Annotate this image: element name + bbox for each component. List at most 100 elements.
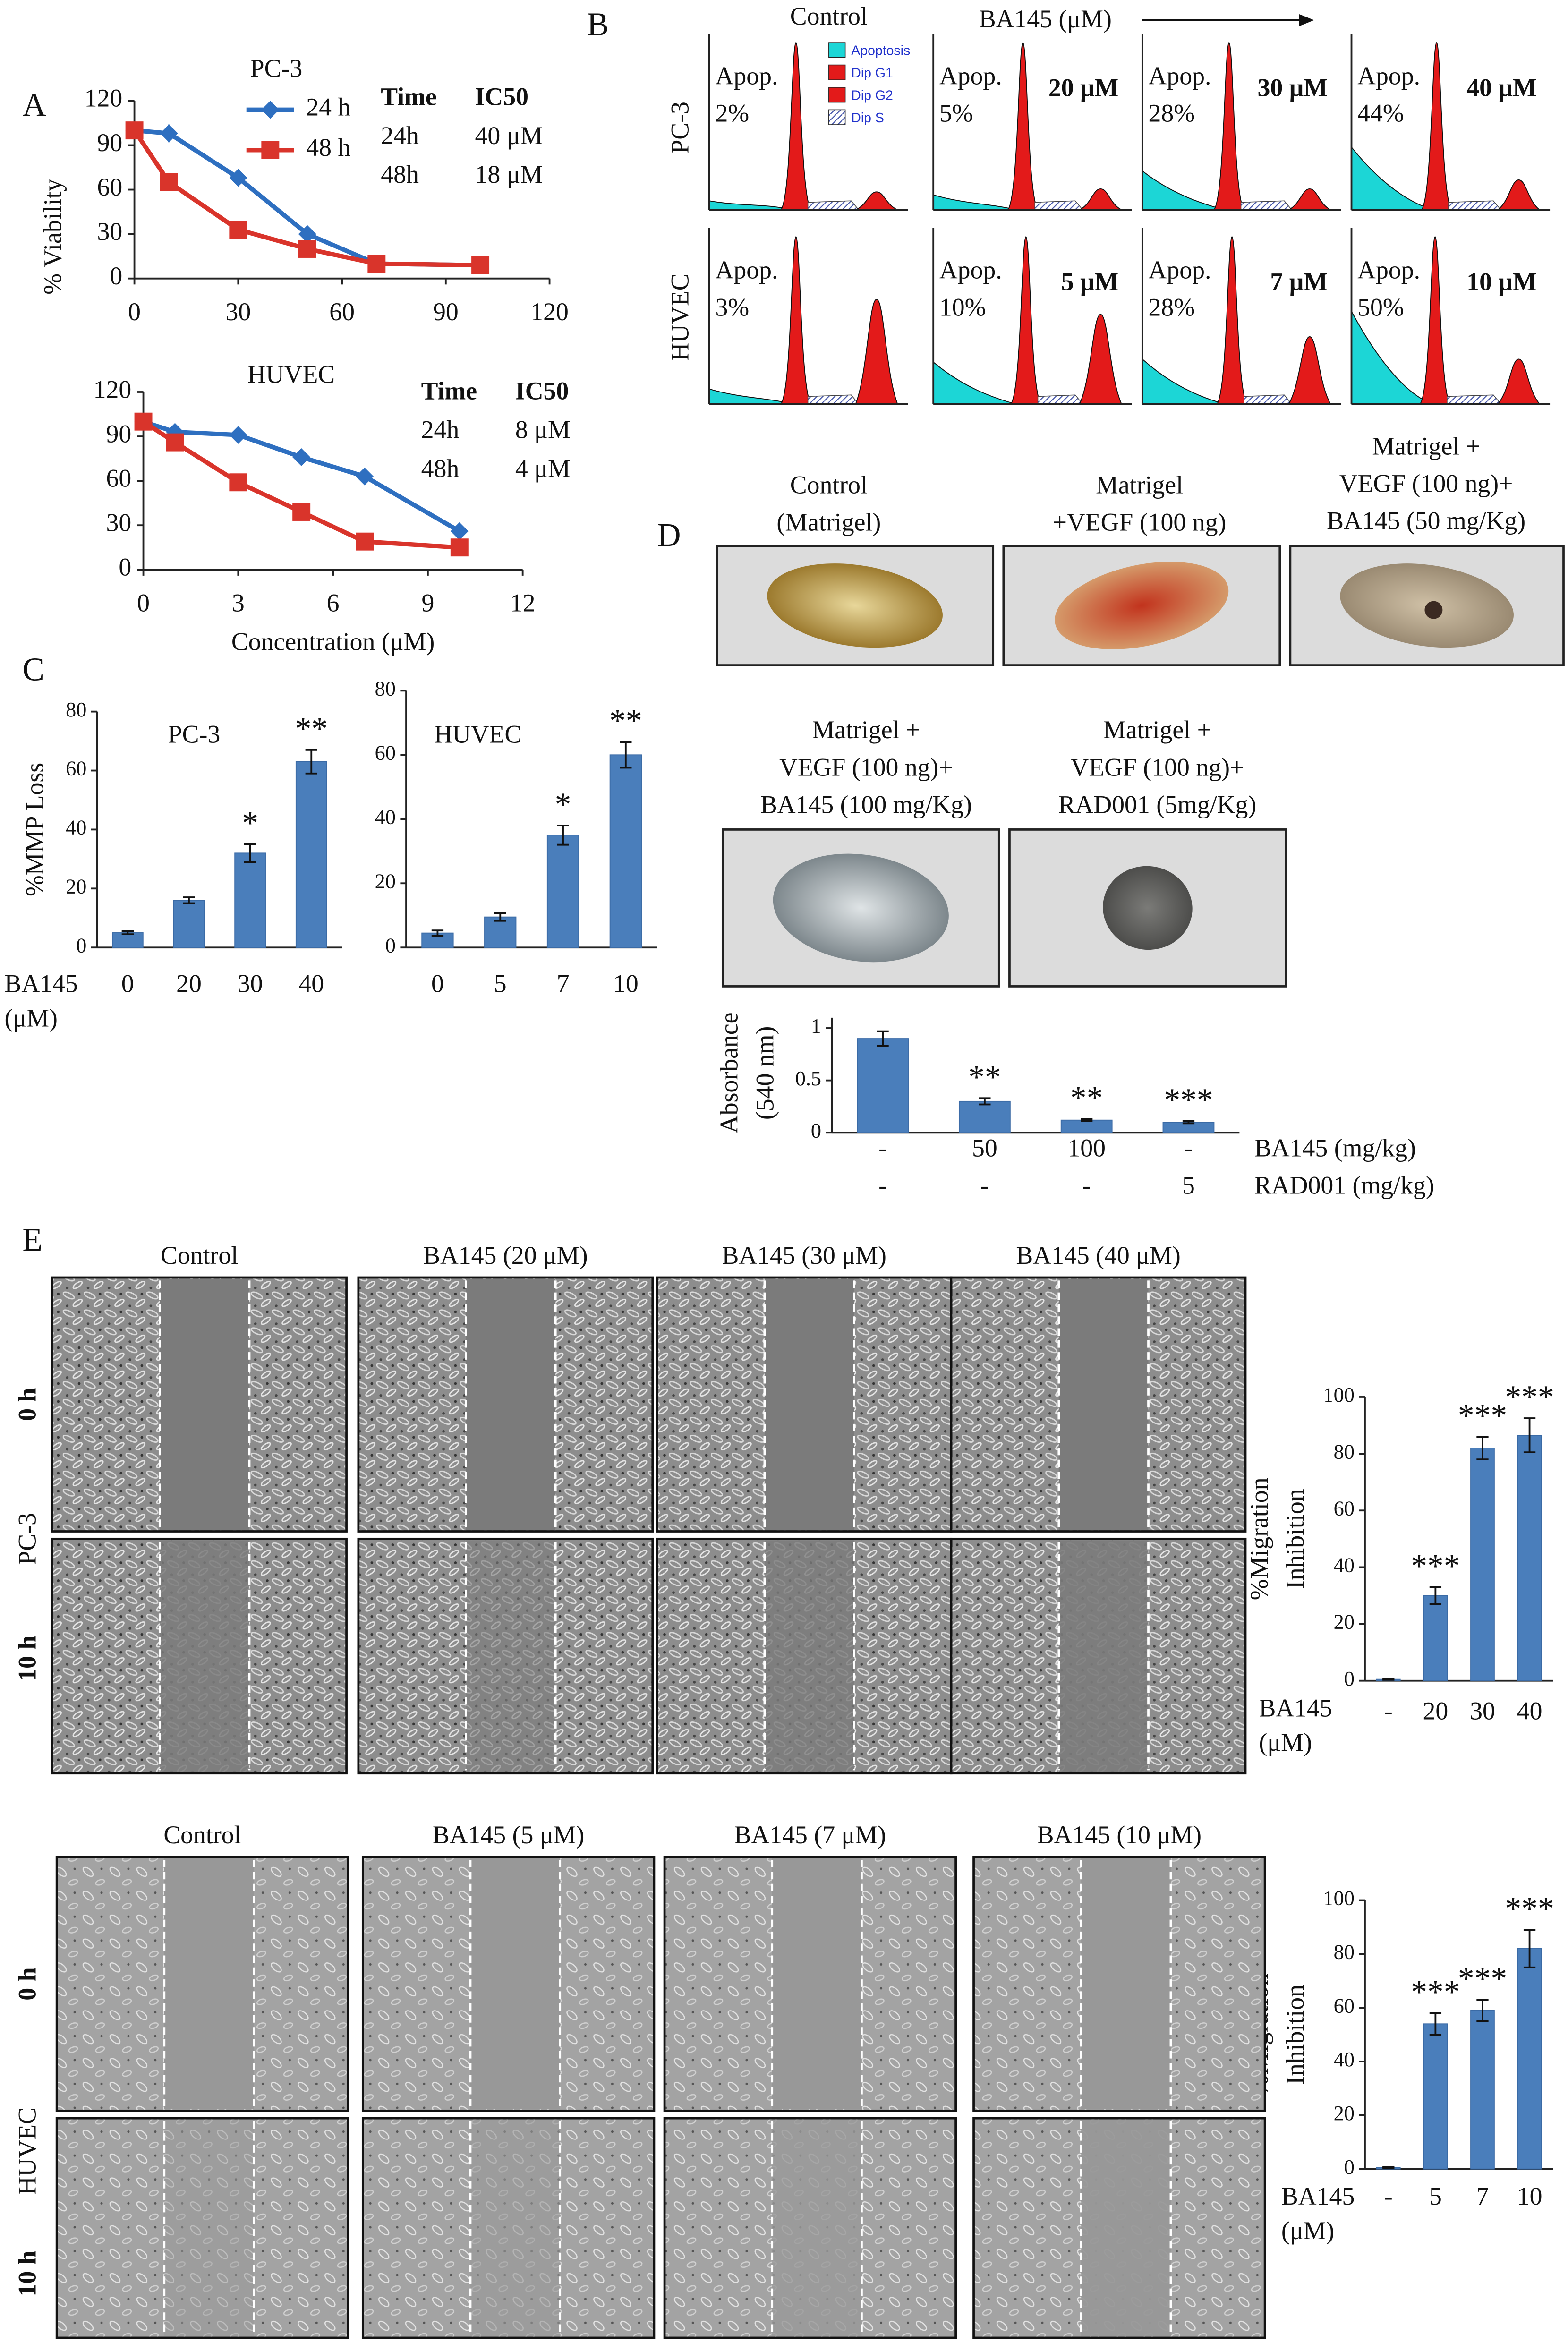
significance: ***: [1505, 1891, 1554, 1927]
wound-gap: [1058, 1279, 1149, 1530]
bar: [1060, 1119, 1113, 1133]
x-tick-label: 120: [530, 298, 569, 326]
chart-title: PC-3: [250, 54, 303, 83]
data-point: [450, 522, 469, 540]
apoptosis-percent: 5%: [939, 99, 973, 127]
x-tick-label: 3: [232, 588, 245, 617]
x-tick-label: 7: [557, 970, 570, 998]
wound-gap: [160, 1540, 250, 1772]
chart-title: HUVEC: [434, 720, 521, 749]
y-axis-label: %MMP Loss: [20, 763, 49, 896]
y-tick-label: 0: [811, 1119, 821, 1142]
significance: ***: [1458, 1960, 1507, 1997]
x-tick-label: -: [1384, 2182, 1393, 2210]
column-title: Control: [790, 2, 868, 30]
x-tick-label: 100: [1067, 1134, 1106, 1162]
x-tick-label: 30: [238, 970, 263, 998]
y-tick-label: 80: [375, 677, 396, 700]
table-cell: 18 μM: [475, 160, 543, 188]
apoptosis-label: Apop.: [939, 61, 1002, 90]
legend-label: 24 h: [306, 93, 350, 121]
x-tick-label: 20: [1423, 1697, 1449, 1725]
apoptosis-percent: 50%: [1357, 293, 1404, 321]
g2-peak: [855, 191, 898, 211]
legend-label: Dip G1: [851, 66, 893, 81]
plug-caption: Matrigel +: [1103, 716, 1211, 744]
apoptosis-label: Apop.: [1149, 61, 1211, 90]
g1-peak: [1421, 42, 1453, 211]
row-label: HUVEC: [665, 273, 694, 361]
legend-label: Dip S: [851, 111, 884, 126]
panel-label: C: [22, 651, 44, 688]
panel-label: E: [22, 1222, 42, 1258]
plug-caption: RAD001 (5mg/Kg): [1058, 790, 1257, 818]
arrow-head: [1299, 14, 1314, 26]
x-tick-label: 0: [137, 588, 150, 617]
bar: [1470, 2010, 1495, 2170]
bar: [173, 900, 205, 948]
x-tick-label: -: [878, 1134, 887, 1162]
plug-caption: Matrigel +: [812, 716, 920, 744]
y-tick-label: 20: [66, 875, 86, 898]
x-tick-label: -: [980, 1171, 989, 1200]
data-point: [160, 124, 178, 143]
y-tick-label: 0: [76, 934, 86, 957]
data-point: [229, 473, 247, 492]
apoptosis-percent: 44%: [1357, 99, 1404, 127]
y-tick-label: 100: [1323, 1887, 1354, 1910]
legend-swatch: [828, 64, 846, 80]
y-tick-label: 30: [106, 509, 131, 537]
data-point: [356, 532, 374, 551]
table-cell: 8 μM: [515, 416, 571, 444]
matrigel-plug: [773, 853, 949, 963]
panel-label: D: [657, 517, 681, 554]
legend-marker: [261, 141, 280, 159]
y-tick-label: 100: [1323, 1383, 1354, 1406]
plug-caption: VEGF (100 ng)+: [1071, 753, 1244, 781]
dose-label: 10 μM: [1466, 268, 1536, 296]
chart-title: PC-3: [168, 720, 221, 749]
y-tick-label: 120: [94, 375, 132, 403]
chart-title: HUVEC: [247, 360, 335, 389]
wound-gap: [164, 1858, 254, 2110]
y-tick-label: 60: [66, 757, 86, 780]
category-title: RAD001 (mg/kg): [1254, 1171, 1434, 1200]
x-tick-label: 90: [433, 298, 459, 326]
data-point: [367, 255, 386, 273]
x-tick-label: 5: [1429, 2182, 1442, 2210]
x-tick-label: 10: [613, 970, 639, 998]
x-axis-label: BA145: [4, 970, 77, 998]
y-tick-label: 60: [1334, 1497, 1355, 1520]
y-axis-label: %Migration: [1245, 1477, 1273, 1600]
category-title: BA145 (mg/kg): [1254, 1134, 1416, 1162]
plug-caption: VEGF (100 ng)+: [1339, 469, 1513, 498]
x-tick-label: 20: [176, 970, 202, 998]
g1-peak: [1419, 236, 1451, 405]
data-point: [134, 412, 153, 431]
x-axis-label: Concentration (μM): [231, 628, 435, 656]
dose-label: 20 μM: [1048, 74, 1118, 102]
x-axis-label: BA145: [1259, 1694, 1332, 1722]
y-tick-label: 20: [1334, 2102, 1355, 2125]
g1-peak: [1213, 42, 1245, 211]
bar: [234, 852, 266, 948]
significance: ***: [1411, 1548, 1460, 1584]
x-tick-label: -: [878, 1171, 887, 1200]
legend-swatch: [828, 42, 846, 58]
matrigel-plug: [1103, 866, 1193, 950]
x-tick-label: 40: [1517, 1697, 1542, 1725]
y-axis-label: Inhibition: [1281, 1985, 1309, 2085]
wound-gap: [772, 1858, 862, 2110]
x-tick-label: 0: [431, 970, 444, 998]
y-tick-label: 90: [106, 419, 131, 448]
apoptosis-percent: 28%: [1149, 293, 1195, 321]
s-phase: [807, 394, 860, 405]
legend-label: Dip G2: [851, 88, 893, 103]
apoptosis-label: Apop.: [1357, 61, 1420, 90]
bar: [857, 1038, 909, 1133]
g2-peak: [1079, 188, 1122, 211]
bar: [1423, 1595, 1448, 1681]
y-axis-label: (540 nm): [751, 1026, 779, 1120]
plug-caption: BA145 (100 mg/Kg): [760, 790, 972, 818]
x-tick-label: 5: [494, 970, 507, 998]
